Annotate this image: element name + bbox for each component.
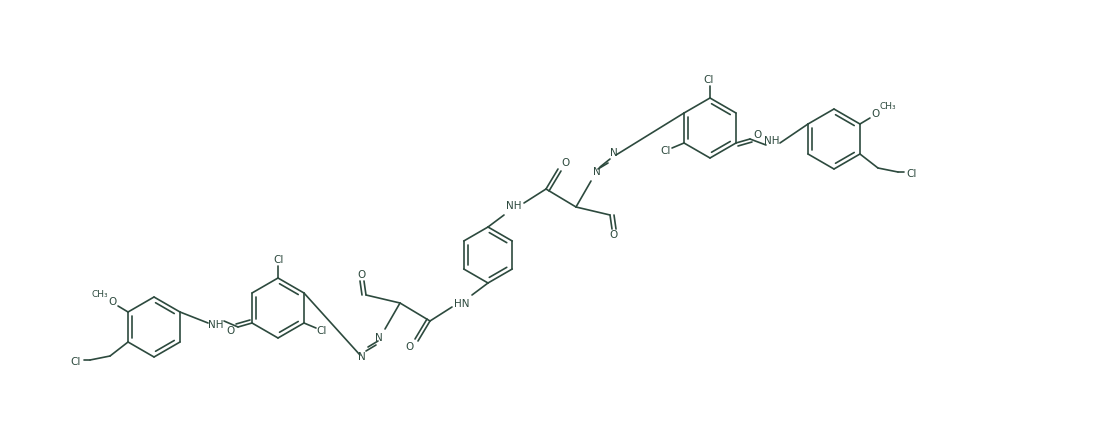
Text: HN: HN <box>454 299 470 309</box>
Text: O: O <box>108 297 116 307</box>
Text: CH₃: CH₃ <box>880 102 896 110</box>
Text: N: N <box>375 333 383 343</box>
Text: Cl: Cl <box>704 75 714 85</box>
Text: Cl: Cl <box>907 169 917 179</box>
Text: O: O <box>610 230 618 240</box>
Text: O: O <box>358 270 366 280</box>
Text: N: N <box>358 352 366 362</box>
Text: Cl: Cl <box>317 326 327 336</box>
Text: N: N <box>593 167 601 177</box>
Text: NH: NH <box>208 320 224 330</box>
Text: NH: NH <box>765 136 780 146</box>
Text: N: N <box>610 148 618 158</box>
Text: Cl: Cl <box>274 255 284 265</box>
Text: O: O <box>226 326 234 336</box>
Text: Cl: Cl <box>660 146 671 156</box>
Text: Cl: Cl <box>71 357 81 367</box>
Text: O: O <box>406 342 415 352</box>
Text: O: O <box>754 130 762 140</box>
Text: CH₃: CH₃ <box>92 290 109 299</box>
Text: O: O <box>872 109 880 119</box>
Text: NH: NH <box>506 201 522 211</box>
Text: O: O <box>562 158 570 168</box>
